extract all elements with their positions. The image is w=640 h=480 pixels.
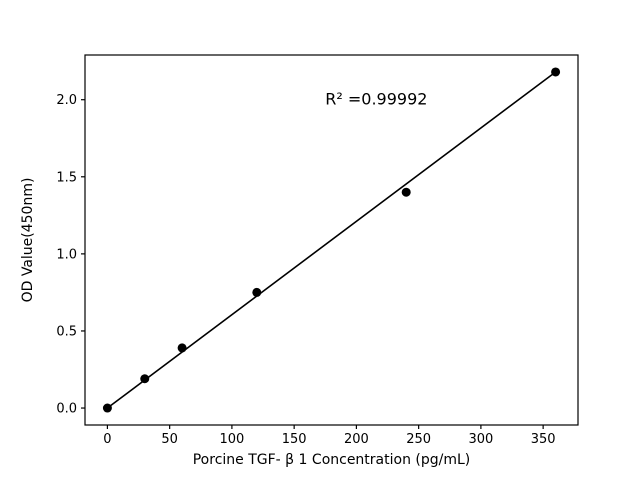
x-tick-label: 0: [103, 432, 111, 447]
x-tick-label: 250: [406, 432, 431, 447]
data-point: [252, 287, 262, 297]
x-tick-label: 150: [282, 432, 307, 447]
y-tick-label: 2.0: [56, 93, 77, 108]
y-tick-label: 1.5: [56, 170, 77, 185]
y-axis-label: OD Value(450nm): [20, 178, 36, 303]
x-tick-label: 100: [219, 432, 244, 447]
x-tick-label: 200: [344, 432, 369, 447]
x-axis-label: Porcine TGF- β 1 Concentration (pg/mL): [193, 452, 471, 468]
r-squared-annotation: R² =0.99992: [325, 89, 427, 108]
y-tick-label: 0.0: [56, 402, 77, 417]
data-point: [401, 187, 411, 197]
plot-border: [84, 54, 579, 426]
y-tick-label: 1.0: [56, 247, 77, 262]
x-tick-label: 300: [468, 432, 493, 447]
data-point: [140, 374, 150, 384]
fit-line: [106, 71, 557, 409]
data-point: [177, 343, 187, 353]
data-point: [102, 403, 112, 413]
x-tick-label: 350: [531, 432, 556, 447]
x-tick-label: 50: [161, 432, 178, 447]
y-tick-label: 0.5: [56, 324, 77, 339]
data-point: [551, 67, 561, 77]
